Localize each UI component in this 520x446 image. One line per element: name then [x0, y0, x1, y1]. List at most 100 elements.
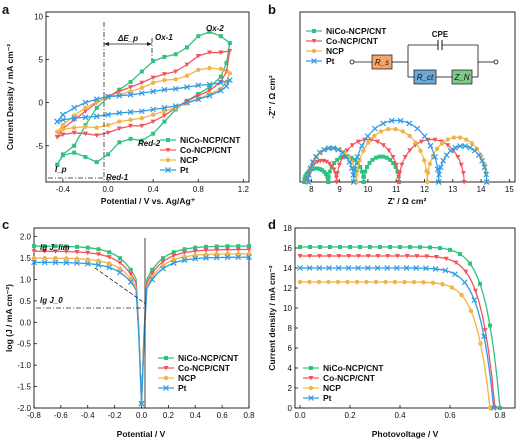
cv-point-1-21	[184, 98, 190, 104]
cv-point-0-24	[151, 131, 156, 136]
y-tick-label-3: -0.5	[17, 340, 31, 349]
cv-point-1-20	[195, 93, 201, 99]
x-axis-label-c: Potential / V	[117, 429, 166, 439]
plot-frame-b	[299, 11, 516, 183]
annotation-red1: Red-1	[106, 173, 129, 182]
cv-point-2-24	[150, 112, 156, 117]
cv-point-3-7	[127, 91, 134, 98]
x-tick-label-4: 1.2	[238, 185, 250, 194]
cv-point-1-8	[139, 80, 145, 86]
jv-point-0-60	[498, 406, 502, 410]
cv-point-1-19	[207, 88, 213, 94]
nyquist-point-2-2-8	[434, 146, 440, 152]
nyquist-point-0-1-10	[335, 157, 340, 162]
cv-point-2-12	[184, 73, 190, 79]
jv-point-0-48	[458, 252, 462, 257]
jv-point-3-48	[452, 271, 458, 278]
legend-label-0: NiCo-NCP/CNT	[178, 353, 239, 363]
x-tick-label-2: 0.4	[394, 411, 406, 420]
cv-point-1-28	[105, 130, 111, 136]
y-tick-label-3: 6	[288, 344, 293, 353]
nyquist-point-0-2-16	[381, 154, 386, 159]
x-tick-label-4: 12	[420, 185, 429, 194]
nyquist-point-3-0-2	[306, 172, 312, 178]
cv-point-0-17	[224, 60, 229, 65]
x-tick-label-1: -0.6	[54, 411, 68, 420]
legend-label-0: NiCo-NCP/CNT	[323, 363, 384, 373]
cv-point-3-28	[105, 111, 111, 118]
cv-point-2-29	[94, 125, 99, 130]
jv-point-0-45	[448, 247, 452, 252]
jv-point-2-51	[459, 292, 464, 298]
nyquist-point-1-2-12	[418, 139, 424, 145]
nyquist-point-0-0-6	[304, 172, 309, 177]
cv-point-3-10	[161, 86, 168, 93]
nyquist-point-0-0-22	[322, 169, 327, 174]
y-tick-label-2: -1.0	[17, 361, 31, 370]
ticks-a: -0.4 0.0 0.4 0.8 1.2 -5 0 5 10	[34, 12, 249, 194]
nyquist-point-3-1-16	[397, 117, 404, 124]
nyquist-point-2-2-2	[425, 170, 431, 175]
nyquist-point-3-2-12	[452, 144, 459, 151]
nyquist-point-3-2-2	[436, 171, 443, 178]
jv-point-3-24	[374, 265, 381, 271]
panel-label-d: d	[268, 217, 276, 232]
y-tick-label-0: 0	[288, 404, 293, 413]
cv-point-3-11	[172, 85, 179, 92]
x-tick-label-3: -0.2	[108, 411, 122, 420]
y-tick-label-9: 18	[283, 224, 292, 233]
tafel-point-2-4	[42, 255, 47, 261]
legend-marker-1	[311, 39, 317, 44]
jv-point-0-57	[488, 323, 492, 328]
nyquist-point-0-2-8	[367, 161, 372, 166]
y-tick-label-6: 12	[283, 284, 292, 293]
jv-point-2-27	[383, 279, 388, 285]
x-axis-label-a: Potential / V vs. Ag/Ag⁺	[101, 196, 196, 206]
jv-point-2-60	[487, 405, 493, 411]
cv-point-0-7	[128, 79, 133, 84]
y-tick-label-1: -1.5	[17, 383, 31, 392]
cv-point-3-16	[226, 77, 233, 84]
x-tick-label-8: 0.8	[243, 411, 255, 420]
tafel-point-2-60	[193, 253, 198, 258]
cv-point-1-11	[173, 69, 179, 75]
tafel-point-1-68	[214, 247, 220, 253]
jv-point-2-39	[421, 280, 426, 285]
annotation-ox1: Ox-1	[155, 33, 173, 42]
rct-label: R_ct	[417, 73, 434, 82]
nyquist-point-3-2-10	[447, 147, 454, 154]
tafel-point-0-68	[214, 244, 219, 249]
nyquist-point-3-1-4	[354, 154, 361, 160]
tafel-point-0-8	[53, 244, 58, 249]
cv-point-3-14	[206, 81, 213, 88]
x-tick-label-2: 10	[363, 185, 372, 194]
jv-point-1-30	[395, 254, 400, 259]
legend-marker-2	[308, 385, 314, 391]
cv-point-3-12	[184, 84, 190, 91]
panel-label-a: a	[2, 2, 10, 17]
jv-point-1-9	[326, 254, 332, 259]
cv-point-0-29	[94, 160, 99, 165]
x-tick-label-4: 0.0	[136, 411, 148, 420]
x-tick-label-3: 0.8	[193, 185, 205, 194]
tafel-point-0-48	[161, 256, 165, 261]
panel-label-c: c	[2, 217, 9, 232]
x-tick-label-2: -0.4	[81, 411, 95, 420]
tafel-point-0-4	[42, 244, 47, 249]
cv-point-2-33	[55, 129, 60, 135]
jv-point-0-9	[328, 245, 332, 249]
nyquist-point-3-1-14	[388, 117, 395, 124]
jv-point-0-15	[348, 245, 352, 249]
y-tick-label-0: -5	[36, 142, 44, 151]
tafel-point-3-76	[235, 254, 242, 261]
series-lines-c	[31, 244, 252, 407]
nyquist-point-3-2-28	[483, 171, 490, 178]
cv-point-2-25	[139, 115, 145, 121]
y-tick-label-4: 8	[288, 324, 293, 333]
y-tick-label-7: 14	[283, 264, 292, 273]
nyquist-point-1-2-28	[460, 171, 466, 176]
nyquist-point-3-1-10	[372, 125, 378, 132]
nyquist-point-0-2-14	[377, 154, 382, 159]
jv-point-3-54	[471, 297, 478, 303]
nyquist-point-3-2-4	[437, 164, 444, 171]
